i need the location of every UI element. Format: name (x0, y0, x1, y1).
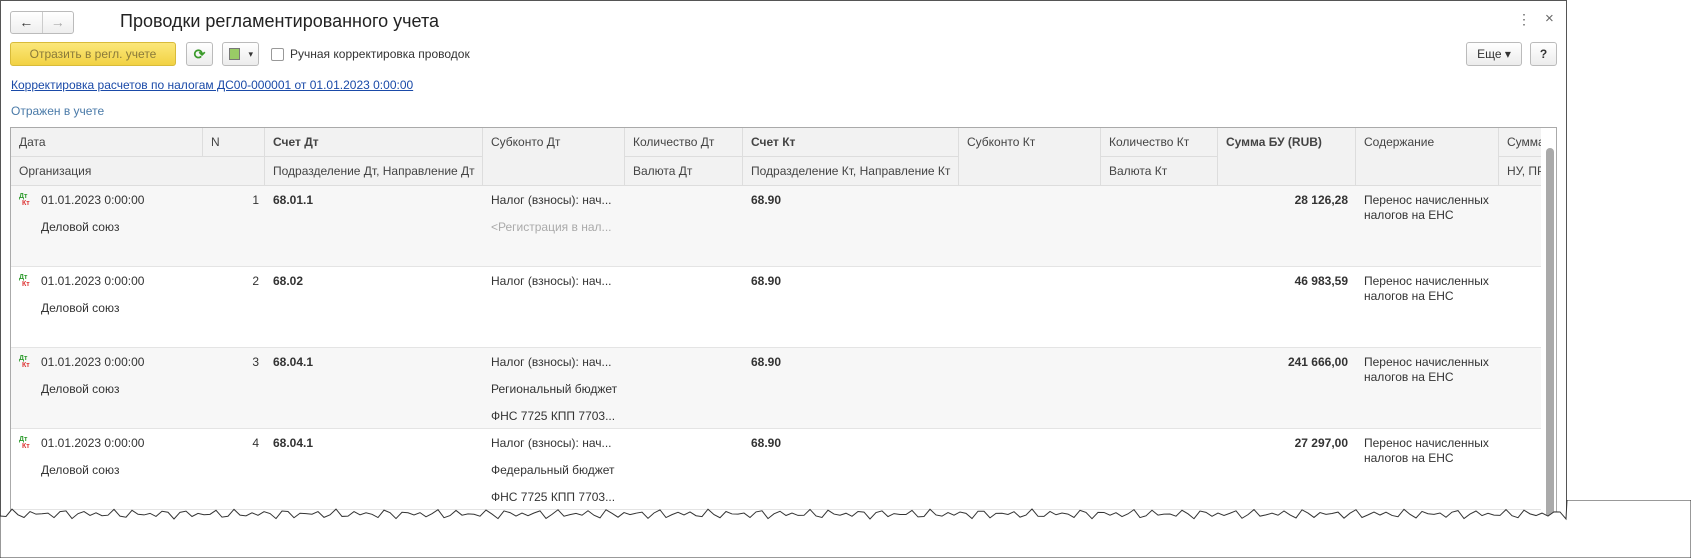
cell-acc-kt: 68.90 (751, 193, 782, 207)
cell-content: налогов на ЕНС (1364, 208, 1454, 222)
cell-sum-bu: 241 666,00 (1287, 355, 1348, 369)
col-acc-kt[interactable]: Счет Кт (743, 128, 959, 157)
dt-kt-icon: Дт Кт (19, 193, 30, 207)
cell-content: Перенос начисленных (1364, 436, 1489, 450)
cell-n: 2 (252, 274, 259, 288)
cell-sub-dt: Налог (взносы): нач... (491, 193, 612, 207)
table-row[interactable]: Дт Кт 01.01.2023 0:00:00 3 68.04.1 Делово… (11, 348, 1541, 429)
col-sum-bu[interactable]: Сумма БУ (RUB) (1218, 128, 1356, 186)
cell-org: Деловой союз (41, 382, 120, 396)
cell-acc-dt: 68.01.1 (273, 193, 314, 207)
cell-content: налогов на ЕНС (1364, 370, 1454, 384)
chevron-down-icon: ▾ (248, 49, 253, 59)
cell-n: 4 (252, 436, 259, 450)
forward-button[interactable]: → (41, 12, 74, 33)
cell-date: 01.01.2023 0:00:00 (41, 436, 145, 450)
col-nu-pr[interactable]: НУ, ПР (1499, 157, 1549, 186)
cell-sub-dt: <Регистрация в нал... (491, 220, 612, 234)
manual-correction-checkbox[interactable] (271, 48, 284, 61)
cell-org: Деловой союз (41, 220, 120, 234)
cell-sub-dt: ФНС 7725 КПП 7703... (491, 490, 616, 504)
cell-date: 01.01.2023 0:00:00 (41, 274, 145, 288)
col-qty-kt[interactable]: Количество Кт (1101, 128, 1218, 157)
col-sub-dt[interactable]: Субконто Дт (483, 128, 625, 186)
table-row[interactable]: Дт Кт 01.01.2023 0:00:00 2 68.02 Деловой … (11, 267, 1541, 348)
scrollbar-thumb[interactable] (1546, 148, 1554, 520)
col-cur-dt[interactable]: Валюта Дт (625, 157, 743, 186)
cell-sub-dt: Налог (взносы): нач... (491, 355, 612, 369)
help-button[interactable]: ? (1530, 42, 1557, 66)
cell-acc-dt: 68.02 (273, 274, 304, 288)
cell-n: 1 (252, 193, 259, 207)
col-sub-kt[interactable]: Субконто Кт (959, 128, 1101, 186)
cell-acc-kt: 68.90 (751, 355, 782, 369)
cell-sub-dt: Федеральный бюджет (491, 463, 615, 477)
cell-sum-bu: 46 983,59 (1294, 274, 1348, 288)
torn-edge (0, 500, 1691, 558)
back-button[interactable]: ← (19, 14, 34, 30)
col-qty-dt[interactable]: Количество Дт (625, 128, 743, 157)
cell-date: 01.01.2023 0:00:00 (41, 355, 145, 369)
cell-content: налогов на ЕНС (1364, 451, 1454, 465)
cell-sub-dt: Налог (взносы): нач... (491, 274, 612, 288)
cell-n: 3 (252, 355, 259, 369)
col-content[interactable]: Содержание (1356, 128, 1499, 186)
cell-content: Перенос начисленных (1364, 355, 1489, 369)
vertical-scrollbar[interactable] (1541, 128, 1556, 520)
table-row[interactable]: Дт Кт 01.01.2023 0:00:00 4 68.04.1 Делово… (11, 429, 1541, 510)
cell-content: Перенос начисленных (1364, 193, 1489, 207)
col-date[interactable]: Дата (11, 128, 203, 157)
window: ← → Проводки регламентированного учета ⋮… (0, 0, 1567, 521)
nav-buttons: ← → (10, 11, 74, 34)
close-icon[interactable]: × (1545, 10, 1554, 27)
col-acc-dt[interactable]: Счет Дт (265, 128, 483, 157)
cell-acc-dt: 68.04.1 (273, 436, 314, 450)
cell-content: Перенос начисленных (1364, 274, 1489, 288)
cell-sub-dt: ФНС 7725 КПП 7703... (491, 409, 616, 423)
dt-kt-icon: Дт Кт (19, 274, 30, 288)
copy-dropdown-button[interactable]: ▾ (222, 42, 259, 66)
more-actions-icon[interactable]: ⋮ (1517, 11, 1531, 27)
dt-kt-icon: Дт Кт (19, 355, 30, 369)
cell-sum-bu: 28 126,28 (1294, 193, 1348, 207)
cell-org: Деловой союз (41, 301, 120, 315)
col-sum-nu[interactable]: Сумма (1499, 128, 1549, 157)
manual-correction-label[interactable]: Ручная корректировка проводок (290, 47, 470, 61)
copy-icon (229, 48, 240, 60)
entries-table[interactable]: Дата N Счет Дт Субконто Дт Количество Дт… (10, 127, 1557, 521)
document-link[interactable]: Корректировка расчетов по налогам ДС00-0… (11, 78, 414, 92)
dt-kt-icon: Дт Кт (19, 436, 30, 450)
cell-sum-bu: 27 297,00 (1294, 436, 1348, 450)
col-n[interactable]: N (203, 128, 265, 157)
cell-org: Деловой союз (41, 463, 120, 477)
status-text: Отражен в учете (11, 104, 105, 118)
cell-acc-dt: 68.04.1 (273, 355, 314, 369)
cell-acc-kt: 68.90 (751, 436, 782, 450)
col-org[interactable]: Организация (11, 157, 265, 186)
cell-sub-dt: Региональный бюджет (491, 382, 618, 396)
cell-acc-kt: 68.90 (751, 274, 782, 288)
col-dept-dt[interactable]: Подразделение Дт, Направление Дт (265, 157, 483, 186)
col-cur-kt[interactable]: Валюта Кт (1101, 157, 1218, 186)
cell-sub-dt: Налог (взносы): нач... (491, 436, 612, 450)
col-dept-kt[interactable]: Подразделение Кт, Направление Кт (743, 157, 959, 186)
table-row[interactable]: Дт Кт 01.01.2023 0:00:00 1 68.01.1 Делово… (11, 186, 1541, 267)
page-title: Проводки регламентированного учета (120, 11, 440, 31)
cell-content: налогов на ЕНС (1364, 289, 1454, 303)
refresh-icon[interactable]: ⟳ (186, 42, 213, 66)
cell-date: 01.01.2023 0:00:00 (41, 193, 145, 207)
more-button[interactable]: Еще ▾ (1466, 42, 1522, 66)
post-button[interactable]: Отразить в регл. учете (10, 42, 176, 66)
